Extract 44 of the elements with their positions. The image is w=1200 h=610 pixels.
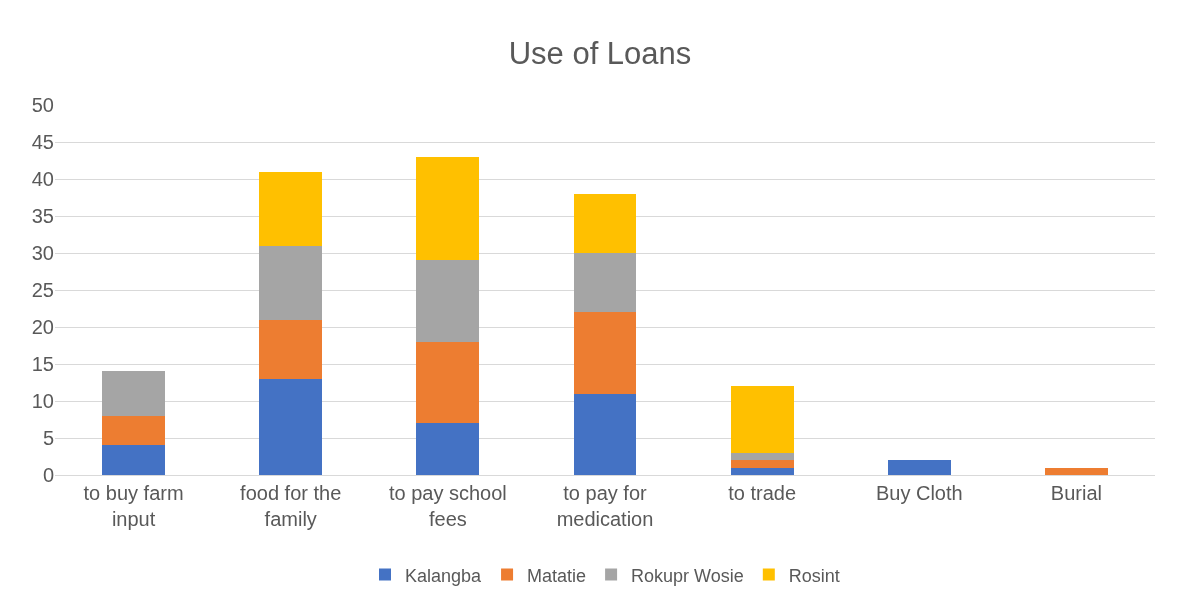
- y-tick-label: 35: [31, 205, 54, 227]
- bar: [416, 156, 480, 261]
- bar: [416, 260, 480, 342]
- bar: [259, 171, 323, 246]
- y-tick-label: 15: [31, 353, 54, 375]
- x-tick-label: Buy Cloth: [875, 482, 963, 504]
- y-tick-label: 5: [42, 427, 54, 449]
- x-tick-label: food for the family: [240, 482, 342, 530]
- bar: [102, 415, 165, 446]
- y-tick-label: 50: [31, 94, 54, 116]
- bar: [416, 341, 480, 424]
- x-tick-label: to pay school fees: [388, 482, 507, 530]
- bar: [1045, 467, 1108, 475]
- legend-label: Matatie: [527, 565, 587, 586]
- bar: [573, 393, 637, 475]
- y-tick-label: 0: [42, 464, 54, 486]
- bar: [259, 378, 323, 475]
- bar: [730, 452, 794, 461]
- y-tick-label: 45: [31, 131, 54, 153]
- bar: [887, 460, 951, 475]
- y-tick-label: 20: [31, 316, 54, 338]
- bar: [102, 371, 165, 416]
- chart-title: Use of Loans: [508, 36, 692, 72]
- bar: [573, 193, 637, 253]
- y-tick-label: 40: [31, 168, 54, 190]
- bar: [730, 460, 794, 468]
- legend-label: Rokupr Wosie: [631, 565, 744, 586]
- bar: [102, 445, 165, 475]
- bar: [259, 319, 323, 379]
- legend-label: Rosint: [788, 565, 840, 586]
- bar: [259, 245, 323, 320]
- legend-label: Kalangba: [405, 565, 483, 586]
- x-tick-label: Burial: [1050, 482, 1102, 504]
- x-tick-label: to trade: [728, 482, 797, 504]
- bar: [416, 423, 480, 475]
- y-tick-label: 30: [31, 242, 54, 264]
- bar: [573, 312, 637, 394]
- bar: [730, 386, 794, 453]
- x-tick-label: to pay for medication: [556, 482, 654, 530]
- bar: [573, 253, 637, 313]
- bar: [730, 467, 794, 475]
- y-tick-label: 25: [31, 279, 54, 301]
- y-tick-label: 10: [31, 390, 54, 412]
- x-tick-label: to buy farm input: [83, 482, 184, 530]
